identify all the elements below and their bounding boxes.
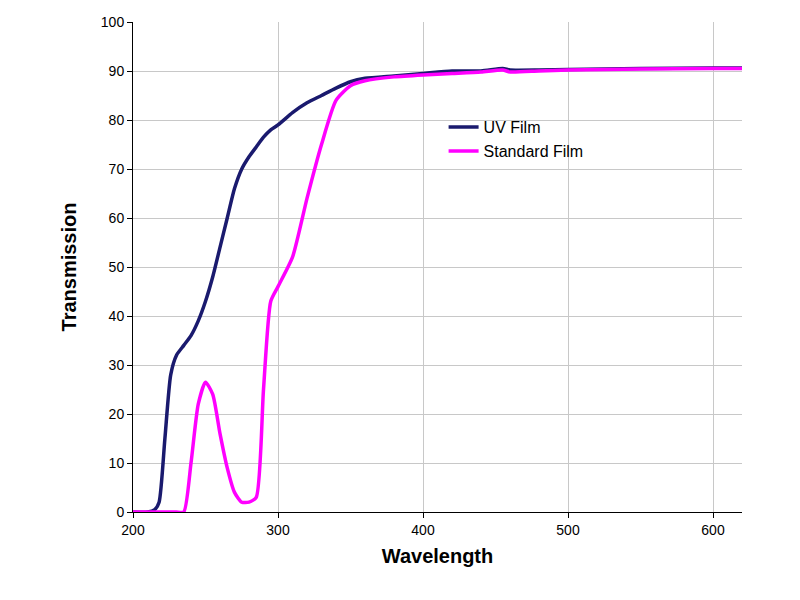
svg-text:600: 600 (701, 522, 725, 538)
svg-text:100: 100 (101, 14, 125, 30)
svg-text:400: 400 (411, 522, 435, 538)
svg-text:40: 40 (109, 308, 125, 324)
svg-text:200: 200 (121, 522, 145, 538)
svg-text:50: 50 (109, 259, 125, 275)
svg-text:0: 0 (116, 504, 124, 520)
svg-text:Wavelength: Wavelength (382, 545, 494, 567)
svg-text:70: 70 (109, 161, 125, 177)
svg-text:30: 30 (109, 357, 125, 373)
svg-text:300: 300 (266, 522, 290, 538)
svg-text:Transmission: Transmission (58, 203, 80, 332)
svg-text:UV Film: UV Film (484, 119, 541, 136)
svg-text:90: 90 (109, 63, 125, 79)
svg-text:500: 500 (556, 522, 580, 538)
svg-text:10: 10 (109, 455, 125, 471)
svg-text:80: 80 (109, 112, 125, 128)
svg-text:60: 60 (109, 210, 125, 226)
svg-text:20: 20 (109, 406, 125, 422)
svg-text:Standard Film: Standard Film (484, 143, 584, 160)
